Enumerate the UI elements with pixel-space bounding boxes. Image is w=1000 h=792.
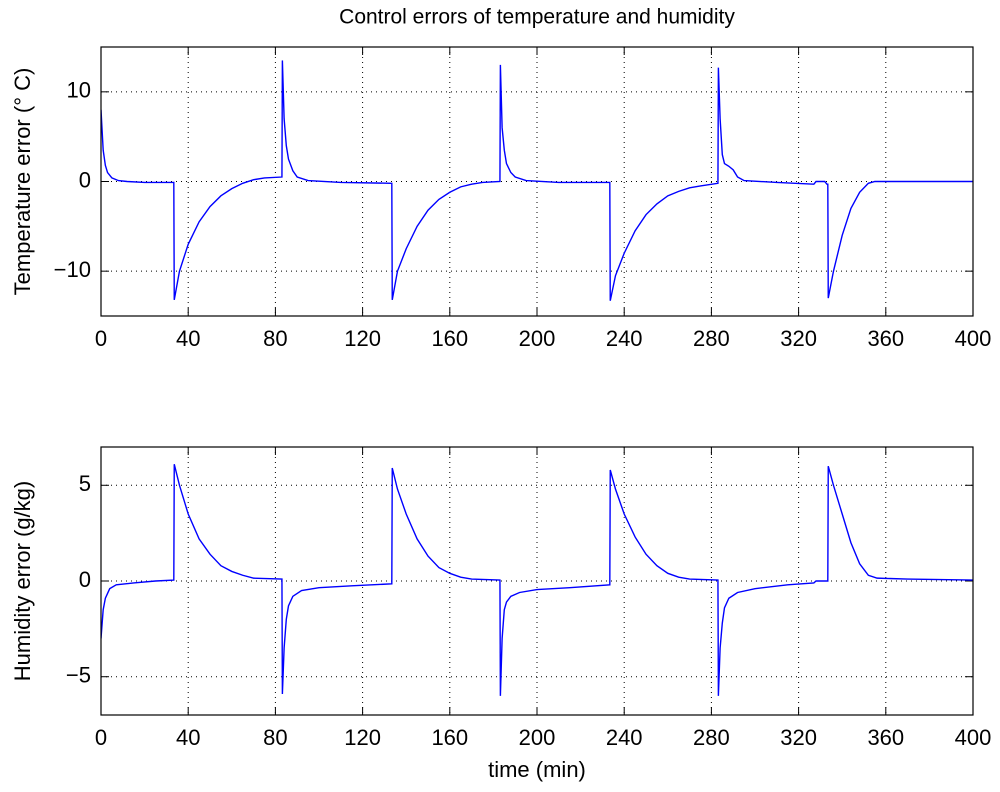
y-axis-label: Temperature error (° C) (10, 68, 35, 296)
y-axis-label: Humidity error (g/kg) (10, 481, 35, 681)
axes-box (100, 446, 974, 716)
x-tick-label: 400 (955, 326, 992, 351)
x-tick-label: 200 (519, 725, 556, 750)
y-tick-label: −5 (66, 663, 91, 688)
x-tick-label: 40 (176, 725, 200, 750)
x-tick-label: 320 (780, 326, 817, 351)
x-tick-label: 0 (95, 725, 107, 750)
x-tick-label: 200 (519, 326, 556, 351)
x-tick-label: 360 (867, 326, 904, 351)
x-tick-label: 120 (344, 725, 381, 750)
x-tick-label: 120 (344, 326, 381, 351)
x-tick-label: 360 (867, 725, 904, 750)
data-line (101, 464, 973, 696)
x-tick-label: 280 (693, 326, 730, 351)
x-tick-label: 160 (431, 725, 468, 750)
x-axis-label: time (min) (488, 757, 586, 782)
x-tick-label: 240 (606, 725, 643, 750)
chart-title: Control errors of temperature and humidi… (339, 6, 735, 29)
x-tick-label: 0 (95, 326, 107, 351)
y-tick-label: −10 (54, 257, 91, 282)
data-line (101, 60, 973, 301)
x-tick-label: 320 (780, 725, 817, 750)
x-tick-label: 80 (263, 326, 287, 351)
y-tick-label: 0 (79, 567, 91, 592)
x-tick-label: 40 (176, 326, 200, 351)
y-tick-label: 5 (79, 471, 91, 496)
y-tick-label: 10 (67, 78, 91, 103)
y-tick-label: 0 (79, 167, 91, 192)
x-tick-label: 80 (263, 725, 287, 750)
x-tick-label: 400 (955, 725, 992, 750)
x-tick-label: 240 (606, 326, 643, 351)
x-tick-label: 160 (431, 326, 468, 351)
x-tick-label: 280 (693, 725, 730, 750)
axes-box (100, 46, 974, 317)
